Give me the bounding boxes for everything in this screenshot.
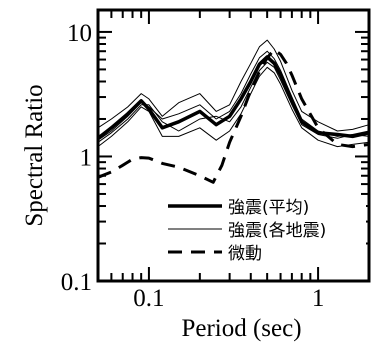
legend-bg [166,218,366,240]
x-axis-label: Period (sec) [181,315,301,342]
legend-label: 強震(各地震) [228,221,326,241]
legend-bg [166,195,366,217]
legend-bg [166,241,366,263]
legend: 強震(平均) 強震(各地震) 微動 [166,195,366,264]
tick-labels: 0.1 1 0.1 1 10 [61,20,325,312]
y-tick-label: 1 [80,144,93,171]
plot-frame [96,8,371,283]
series-layer [96,39,370,184]
series-line-2 [97,39,370,132]
x-tick-label: 1 [312,285,325,312]
y-tick-label: 0.1 [61,269,92,296]
legend-label: 微動 [228,244,262,264]
legend-label: 強震(平均) [228,198,309,218]
y-axis-label: Spectral Ratio [21,84,48,226]
x-tick-label: 0.1 [133,285,164,312]
y-tick-label: 10 [67,20,92,47]
series-line-5 [97,50,370,141]
series-line-6 [97,48,370,184]
